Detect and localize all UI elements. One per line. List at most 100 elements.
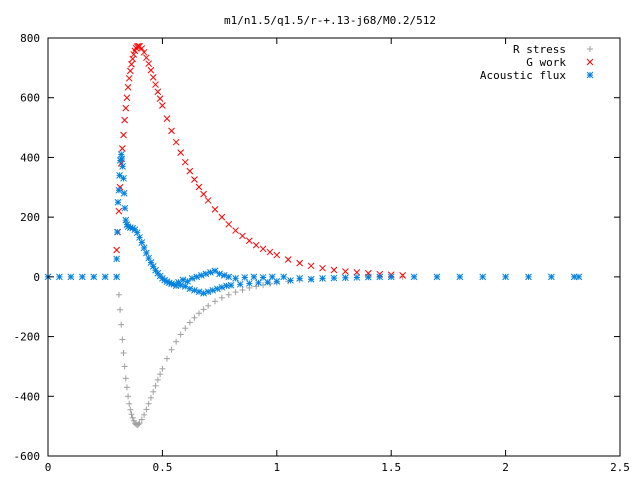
data-point — [200, 306, 207, 313]
data-point — [191, 314, 198, 321]
data-point — [163, 355, 170, 362]
data-point — [179, 276, 187, 284]
data-point — [121, 363, 128, 370]
data-point — [195, 288, 203, 296]
data-point — [200, 190, 207, 198]
data-point — [364, 273, 372, 281]
data-point — [280, 273, 288, 281]
data-point — [113, 255, 120, 263]
data-point — [113, 246, 120, 254]
data-point — [502, 273, 509, 281]
data-point — [143, 249, 150, 257]
data-point — [353, 269, 361, 276]
data-point — [163, 115, 171, 122]
data-point — [147, 66, 155, 74]
data-point — [136, 234, 143, 241]
data-point — [239, 286, 246, 293]
legend-marker — [586, 58, 594, 66]
data-point — [205, 302, 212, 309]
data-point — [90, 273, 98, 281]
data-point — [202, 270, 210, 278]
data-point — [236, 280, 244, 288]
data-point — [143, 406, 150, 413]
data-point — [213, 285, 221, 293]
data-point — [181, 158, 189, 166]
legend-label: R stress — [513, 43, 566, 56]
data-point — [120, 349, 127, 356]
y-tick-label: -200 — [14, 331, 41, 344]
data-point — [330, 274, 338, 282]
data-point — [147, 394, 154, 401]
series-acoustic-flux — [44, 151, 583, 297]
data-point — [140, 244, 148, 252]
data-point — [193, 273, 201, 281]
x-tick-label: 2.5 — [610, 461, 630, 474]
data-point — [264, 278, 272, 286]
data-point — [121, 116, 129, 124]
legend-label: Acoustic flux — [480, 69, 566, 82]
y-tick-label: 800 — [20, 32, 40, 45]
data-point — [188, 274, 196, 282]
data-point — [116, 171, 123, 179]
data-point — [127, 406, 134, 413]
series-r-stress — [115, 273, 406, 428]
data-point — [307, 275, 315, 283]
data-point — [115, 207, 123, 215]
data-point — [218, 213, 226, 221]
data-point — [259, 274, 267, 281]
y-tick-label: -600 — [14, 450, 41, 463]
data-point — [118, 155, 126, 163]
data-point — [120, 189, 128, 197]
data-point — [122, 104, 130, 112]
data-point — [138, 416, 145, 423]
data-point — [120, 131, 127, 139]
data-point — [138, 239, 146, 246]
data-point — [150, 388, 157, 395]
data-point — [255, 279, 262, 287]
data-point — [186, 319, 193, 326]
data-point — [287, 277, 294, 284]
data-point — [168, 346, 175, 353]
data-point — [130, 51, 138, 58]
data-point — [218, 283, 226, 291]
data-point — [204, 197, 212, 204]
data-point — [212, 298, 219, 305]
data-point — [252, 241, 260, 249]
data-point — [259, 245, 267, 253]
data-point — [67, 273, 75, 281]
data-point — [376, 273, 384, 281]
data-point — [196, 310, 203, 317]
data-point — [250, 273, 258, 281]
data-point — [157, 371, 164, 378]
data-point — [119, 163, 126, 170]
data-point — [128, 411, 135, 418]
data-point — [479, 273, 487, 281]
data-point — [117, 306, 124, 313]
axes-layer: 0 0.5 1 1.5 2 2.5 -600 -400 -200 0 200 400 600 800 — [14, 32, 630, 474]
data-point — [140, 48, 148, 56]
data-point — [154, 376, 161, 383]
x-tick-label: 0 — [45, 461, 52, 474]
data-point — [200, 289, 207, 297]
data-point — [159, 365, 166, 372]
y-tick-label: 400 — [20, 151, 40, 164]
x-tick-label: 1.5 — [381, 461, 401, 474]
data-point — [138, 45, 146, 52]
data-point — [296, 259, 304, 267]
data-point — [241, 274, 249, 281]
data-point — [135, 42, 142, 50]
data-point — [191, 176, 198, 183]
chart-title: m1/n1.5/q1.5/r-+.13-j68/M0.2/512 — [224, 14, 436, 27]
data-point — [307, 262, 315, 270]
data-point — [141, 411, 148, 418]
data-point — [575, 273, 583, 281]
y-tick-label: -400 — [14, 390, 41, 403]
data-point — [119, 336, 126, 343]
data-point — [145, 400, 152, 407]
data-point — [149, 74, 157, 81]
data-point — [284, 256, 292, 263]
legend-label: G work — [526, 56, 566, 69]
data-point — [273, 277, 281, 285]
data-point — [433, 273, 441, 281]
